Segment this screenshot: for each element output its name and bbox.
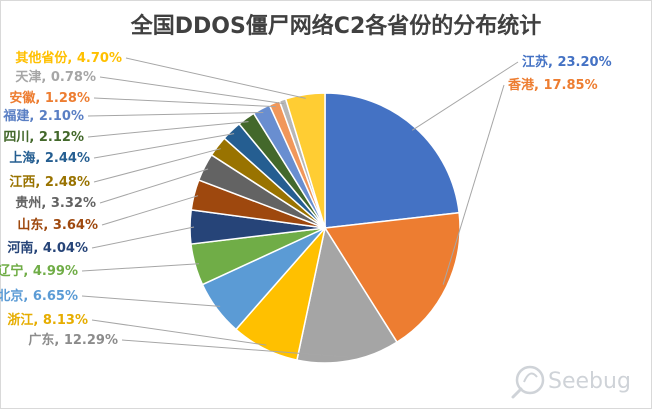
leader-line-11 xyxy=(87,121,249,138)
leader-line-14 xyxy=(99,76,284,105)
leader-line-12 xyxy=(87,112,264,117)
data-label-10: 上海, 2.44% xyxy=(9,150,90,166)
data-label-13: 安徽, 1.28% xyxy=(9,90,90,106)
watermark: Seebug xyxy=(511,365,631,399)
leader-line-4 xyxy=(81,295,221,307)
pie-slice-1 xyxy=(323,211,461,344)
seebug-logo-icon xyxy=(511,365,545,399)
leader-lines xyxy=(81,57,519,358)
leader-line-2 xyxy=(121,339,349,358)
leader-line-10 xyxy=(93,133,235,159)
leader-line-9 xyxy=(93,148,221,183)
data-label-2: 广东, 12.29% xyxy=(28,332,118,348)
data-label-15: 其他省份, 4.70% xyxy=(15,50,122,66)
data-label-7: 山东, 3.64% xyxy=(17,217,98,233)
leader-line-8 xyxy=(99,168,209,204)
data-label-8: 贵州, 3.32% xyxy=(15,195,96,211)
data-label-5: 辽宁, 4.99% xyxy=(0,263,78,279)
data-label-9: 江西, 2.48% xyxy=(9,174,90,190)
chart-title: 全国DDOS僵尸网络C2各省份的分布统计 xyxy=(130,13,542,39)
leader-line-6 xyxy=(91,226,195,249)
leader-line-0 xyxy=(411,61,519,131)
watermark-text: Seebug xyxy=(548,369,631,394)
data-labels: 江苏, 23.20% 香港, 17.85% 广东, 12.29% 浙江, 8.13% 北… xyxy=(0,50,612,348)
data-label-4: 北京, 6.65% xyxy=(0,288,78,304)
leader-line-7 xyxy=(101,195,199,226)
pie-slice-0 xyxy=(324,92,460,229)
leader-line-3 xyxy=(91,319,267,346)
pie-slices xyxy=(189,92,461,364)
leader-line-15 xyxy=(125,57,306,99)
pie-slice-15 xyxy=(284,92,326,229)
pie-slice-2 xyxy=(296,226,399,364)
data-label-12: 福建, 2.10% xyxy=(2,108,84,124)
data-label-3: 浙江, 8.13% xyxy=(7,312,88,328)
data-label-0: 江苏, 23.20% xyxy=(522,54,612,70)
data-label-6: 河南, 4.04% xyxy=(7,240,88,256)
data-label-14: 天津, 0.78% xyxy=(15,69,96,85)
leader-line-13 xyxy=(93,97,276,108)
data-label-11: 四川, 2.12% xyxy=(3,130,84,145)
leader-line-5 xyxy=(81,263,200,272)
leader-line-1 xyxy=(442,84,505,285)
data-label-1: 香港, 17.85% xyxy=(507,77,598,93)
